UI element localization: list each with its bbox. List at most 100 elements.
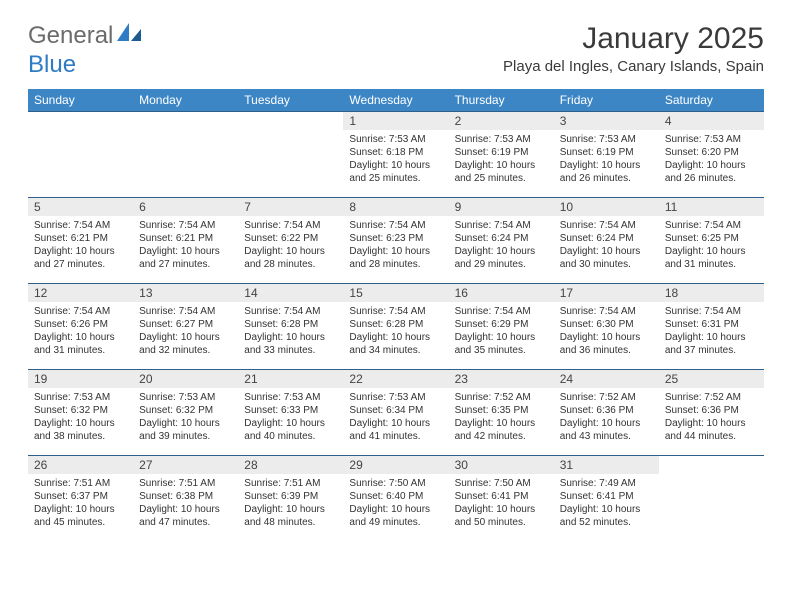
day-number: 24 [554,370,659,388]
day-detail: Sunrise: 7:49 AMSunset: 6:41 PMDaylight:… [554,474,659,533]
day-number: 19 [28,370,133,388]
day-number: 6 [133,198,238,216]
calendar-day-cell [238,112,343,198]
day-header: Saturday [659,89,764,112]
day-detail: Sunrise: 7:54 AMSunset: 6:31 PMDaylight:… [659,302,764,361]
day-detail: Sunrise: 7:53 AMSunset: 6:34 PMDaylight:… [343,388,448,447]
day-header: Monday [133,89,238,112]
calendar-day-cell: 28Sunrise: 7:51 AMSunset: 6:39 PMDayligh… [238,456,343,542]
day-detail: Sunrise: 7:52 AMSunset: 6:36 PMDaylight:… [554,388,659,447]
calendar-day-cell: 3Sunrise: 7:53 AMSunset: 6:19 PMDaylight… [554,112,659,198]
day-number: 3 [554,112,659,130]
calendar-week-row: 26Sunrise: 7:51 AMSunset: 6:37 PMDayligh… [28,456,764,542]
day-number: 17 [554,284,659,302]
calendar-week-row: 12Sunrise: 7:54 AMSunset: 6:26 PMDayligh… [28,284,764,370]
day-number: 23 [449,370,554,388]
day-number: 22 [343,370,448,388]
day-number: 14 [238,284,343,302]
calendar-day-cell: 24Sunrise: 7:52 AMSunset: 6:36 PMDayligh… [554,370,659,456]
calendar-day-cell: 17Sunrise: 7:54 AMSunset: 6:30 PMDayligh… [554,284,659,370]
calendar-day-cell: 27Sunrise: 7:51 AMSunset: 6:38 PMDayligh… [133,456,238,542]
calendar-day-cell: 12Sunrise: 7:54 AMSunset: 6:26 PMDayligh… [28,284,133,370]
calendar-day-cell: 8Sunrise: 7:54 AMSunset: 6:23 PMDaylight… [343,198,448,284]
day-number: 26 [28,456,133,474]
day-detail: Sunrise: 7:54 AMSunset: 6:24 PMDaylight:… [554,216,659,275]
day-detail: Sunrise: 7:52 AMSunset: 6:35 PMDaylight:… [449,388,554,447]
calendar-day-cell: 20Sunrise: 7:53 AMSunset: 6:32 PMDayligh… [133,370,238,456]
calendar-day-cell: 5Sunrise: 7:54 AMSunset: 6:21 PMDaylight… [28,198,133,284]
day-number: 10 [554,198,659,216]
calendar-day-cell [133,112,238,198]
day-detail: Sunrise: 7:53 AMSunset: 6:32 PMDaylight:… [28,388,133,447]
calendar-day-cell: 11Sunrise: 7:54 AMSunset: 6:25 PMDayligh… [659,198,764,284]
day-number: 29 [343,456,448,474]
day-header: Tuesday [238,89,343,112]
day-number: 20 [133,370,238,388]
calendar-day-cell: 10Sunrise: 7:54 AMSunset: 6:24 PMDayligh… [554,198,659,284]
brand-part1: General [28,22,113,50]
day-detail: Sunrise: 7:53 AMSunset: 6:20 PMDaylight:… [659,130,764,189]
calendar-day-cell: 19Sunrise: 7:53 AMSunset: 6:32 PMDayligh… [28,370,133,456]
day-number: 30 [449,456,554,474]
day-detail: Sunrise: 7:54 AMSunset: 6:28 PMDaylight:… [238,302,343,361]
day-number: 2 [449,112,554,130]
day-number: 25 [659,370,764,388]
calendar-day-cell: 18Sunrise: 7:54 AMSunset: 6:31 PMDayligh… [659,284,764,370]
day-detail: Sunrise: 7:53 AMSunset: 6:19 PMDaylight:… [449,130,554,189]
calendar-day-cell: 9Sunrise: 7:54 AMSunset: 6:24 PMDaylight… [449,198,554,284]
calendar-day-cell: 2Sunrise: 7:53 AMSunset: 6:19 PMDaylight… [449,112,554,198]
calendar-day-cell: 22Sunrise: 7:53 AMSunset: 6:34 PMDayligh… [343,370,448,456]
calendar-day-cell: 1Sunrise: 7:53 AMSunset: 6:18 PMDaylight… [343,112,448,198]
day-number: 21 [238,370,343,388]
day-header: Thursday [449,89,554,112]
day-detail: Sunrise: 7:54 AMSunset: 6:21 PMDaylight:… [28,216,133,275]
day-number: 5 [28,198,133,216]
day-header: Friday [554,89,659,112]
day-header: Sunday [28,89,133,112]
day-number: 12 [28,284,133,302]
day-number: 13 [133,284,238,302]
day-detail: Sunrise: 7:54 AMSunset: 6:27 PMDaylight:… [133,302,238,361]
day-detail: Sunrise: 7:54 AMSunset: 6:30 PMDaylight:… [554,302,659,361]
day-number: 16 [449,284,554,302]
day-detail: Sunrise: 7:52 AMSunset: 6:36 PMDaylight:… [659,388,764,447]
day-detail: Sunrise: 7:51 AMSunset: 6:39 PMDaylight:… [238,474,343,533]
brand-part2: Blue [28,51,76,79]
location-line: Playa del Ingles, Canary Islands, Spain [503,58,764,75]
calendar-body: 1Sunrise: 7:53 AMSunset: 6:18 PMDaylight… [28,112,764,542]
day-detail: Sunrise: 7:53 AMSunset: 6:33 PMDaylight:… [238,388,343,447]
day-detail: Sunrise: 7:53 AMSunset: 6:32 PMDaylight:… [133,388,238,447]
day-number: 4 [659,112,764,130]
brand-logo: General [28,22,143,50]
day-number: 7 [238,198,343,216]
day-detail: Sunrise: 7:51 AMSunset: 6:38 PMDaylight:… [133,474,238,533]
day-number: 9 [449,198,554,216]
calendar-week-row: 5Sunrise: 7:54 AMSunset: 6:21 PMDaylight… [28,198,764,284]
calendar-day-cell: 25Sunrise: 7:52 AMSunset: 6:36 PMDayligh… [659,370,764,456]
calendar-day-cell: 14Sunrise: 7:54 AMSunset: 6:28 PMDayligh… [238,284,343,370]
calendar-day-cell: 13Sunrise: 7:54 AMSunset: 6:27 PMDayligh… [133,284,238,370]
calendar-week-row: 19Sunrise: 7:53 AMSunset: 6:32 PMDayligh… [28,370,764,456]
day-detail: Sunrise: 7:54 AMSunset: 6:25 PMDaylight:… [659,216,764,275]
calendar-day-cell [28,112,133,198]
day-number: 27 [133,456,238,474]
day-detail: Sunrise: 7:54 AMSunset: 6:23 PMDaylight:… [343,216,448,275]
title-block: January 2025 Playa del Ingles, Canary Is… [503,22,764,75]
day-detail: Sunrise: 7:54 AMSunset: 6:22 PMDaylight:… [238,216,343,275]
day-detail: Sunrise: 7:54 AMSunset: 6:21 PMDaylight:… [133,216,238,275]
calendar-day-cell: 29Sunrise: 7:50 AMSunset: 6:40 PMDayligh… [343,456,448,542]
day-number: 31 [554,456,659,474]
day-header: Wednesday [343,89,448,112]
day-detail: Sunrise: 7:54 AMSunset: 6:28 PMDaylight:… [343,302,448,361]
day-detail: Sunrise: 7:50 AMSunset: 6:40 PMDaylight:… [343,474,448,533]
day-number: 28 [238,456,343,474]
calendar-day-cell: 15Sunrise: 7:54 AMSunset: 6:28 PMDayligh… [343,284,448,370]
day-number: 1 [343,112,448,130]
calendar-day-cell: 7Sunrise: 7:54 AMSunset: 6:22 PMDaylight… [238,198,343,284]
calendar-day-cell: 4Sunrise: 7:53 AMSunset: 6:20 PMDaylight… [659,112,764,198]
day-detail: Sunrise: 7:54 AMSunset: 6:29 PMDaylight:… [449,302,554,361]
day-detail: Sunrise: 7:54 AMSunset: 6:24 PMDaylight:… [449,216,554,275]
day-number: 15 [343,284,448,302]
day-number: 11 [659,198,764,216]
calendar-day-cell: 26Sunrise: 7:51 AMSunset: 6:37 PMDayligh… [28,456,133,542]
